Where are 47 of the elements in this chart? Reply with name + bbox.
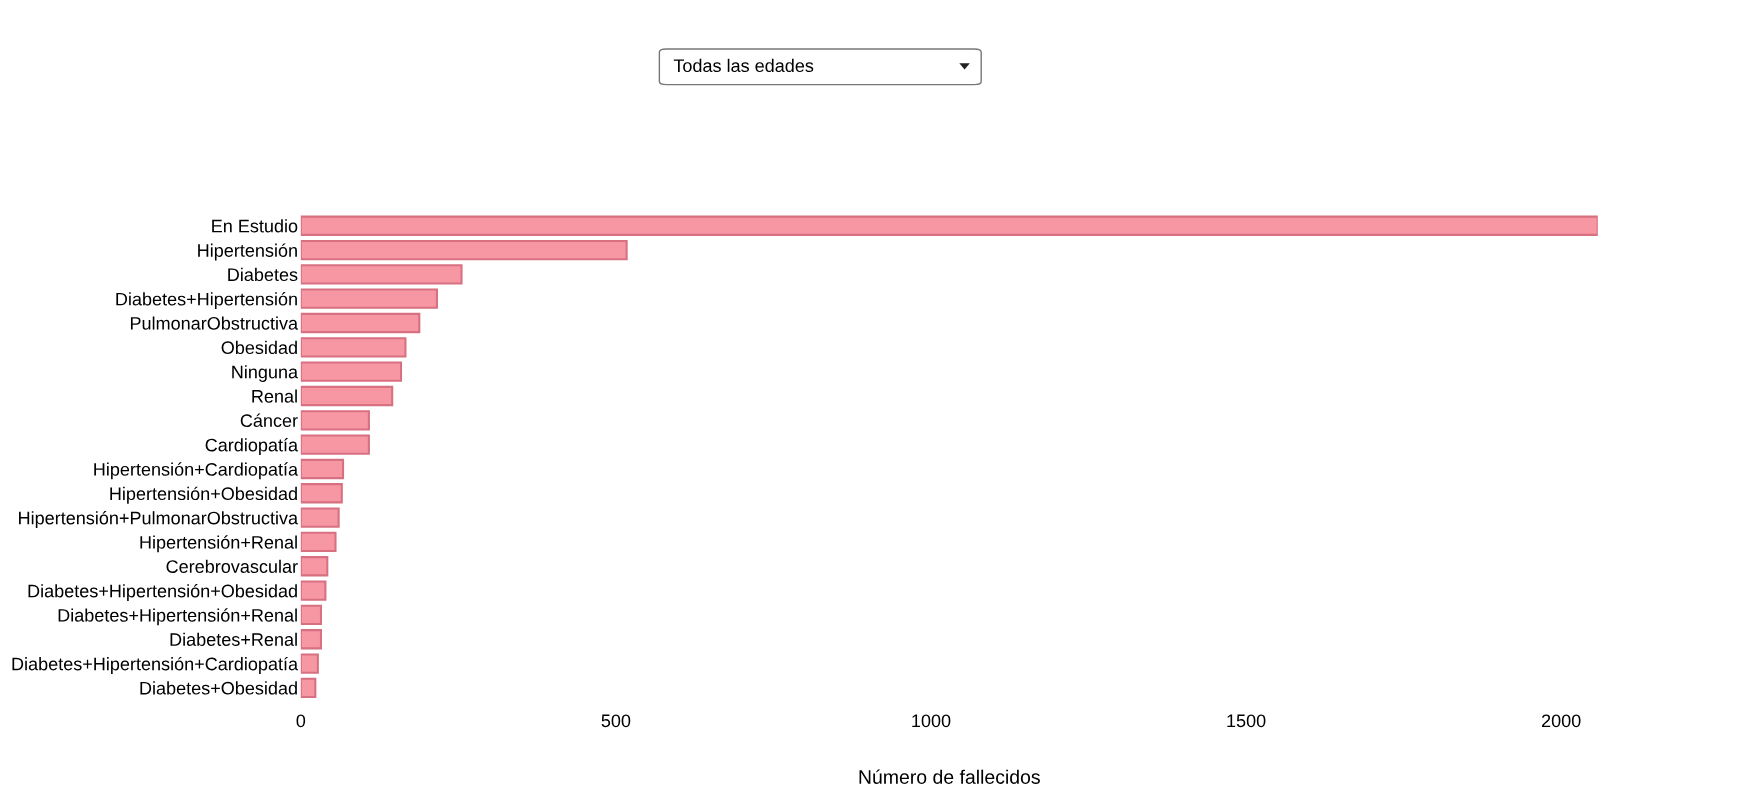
bar	[300, 653, 319, 674]
bar	[300, 264, 463, 285]
bar	[300, 312, 421, 334]
y-tick-label: Diabetes+Hipertensión+Obesidad	[28, 583, 297, 601]
y-tick-label: Cerebrovascular	[166, 559, 298, 573]
y-tick-label: Hipertensión	[198, 243, 297, 261]
bar	[300, 288, 438, 309]
y-tick-label: Hipertensión+Renal	[140, 535, 297, 553]
chart-subtitle: Todas las edades	[673, 58, 814, 73]
y-tick-label: Diabetes+Renal	[170, 632, 297, 646]
bar	[300, 361, 403, 382]
x-axis-title: Número de fallecidos	[859, 769, 1040, 784]
bar	[300, 531, 337, 553]
x-tick-label: 1500	[1227, 714, 1266, 728]
y-tick-label: Diabetes	[228, 267, 298, 282]
x-tick-label: 0	[296, 714, 306, 728]
x-tick-label: 500	[601, 714, 631, 728]
y-tick-label: Obesidad	[221, 340, 297, 355]
bar	[300, 410, 370, 431]
bar	[300, 458, 345, 480]
bar	[300, 215, 1598, 236]
bar	[300, 385, 394, 407]
y-tick-label: Diabetes+Hipertensión	[116, 292, 297, 310]
y-tick-label: Diabetes+Obesidad	[140, 681, 297, 695]
x-tick-label: 2000	[1541, 714, 1581, 728]
bar	[300, 507, 340, 528]
y-tick-label: Diabetes+Hipertensión+Cardiopatía	[12, 656, 299, 674]
bar	[300, 556, 329, 577]
bar	[300, 239, 628, 261]
y-tick-label: Diabetes+Hipertensión+Renal	[58, 608, 297, 626]
y-tick-label: Hipertensión+PulmonarObstructiva	[19, 510, 299, 529]
y-tick-label: En Estudio	[212, 219, 298, 233]
y-tick-label: Hipertensión+Obesidad	[110, 486, 297, 504]
bar	[300, 629, 323, 650]
y-tick-label: PulmonarObstructiva	[130, 316, 299, 330]
x-tick-label: 1000	[912, 714, 951, 728]
bar	[300, 604, 323, 626]
y-tick-label: Ninguna	[232, 365, 299, 382]
y-tick-label: Hipertensión+Cardiopatía	[94, 462, 299, 480]
bar	[300, 677, 317, 699]
bar	[300, 337, 407, 358]
bar	[300, 483, 343, 504]
y-tick-label: Cáncer	[240, 413, 298, 428]
y-tick-label: Cardiopatía	[205, 437, 299, 456]
y-tick-label: Renal	[252, 389, 297, 403]
bar	[300, 580, 327, 601]
bar	[300, 434, 370, 455]
